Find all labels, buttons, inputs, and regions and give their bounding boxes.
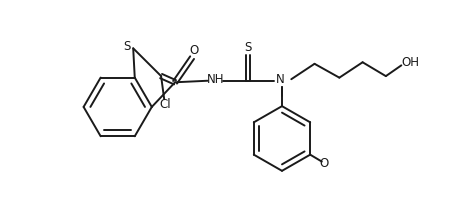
Text: O: O [190, 44, 199, 57]
Text: N: N [276, 73, 285, 86]
Text: Cl: Cl [159, 98, 171, 111]
Text: NH: NH [207, 73, 224, 86]
Text: S: S [244, 41, 251, 54]
Text: S: S [123, 40, 131, 53]
Text: O: O [320, 157, 329, 170]
Text: OH: OH [402, 56, 420, 69]
